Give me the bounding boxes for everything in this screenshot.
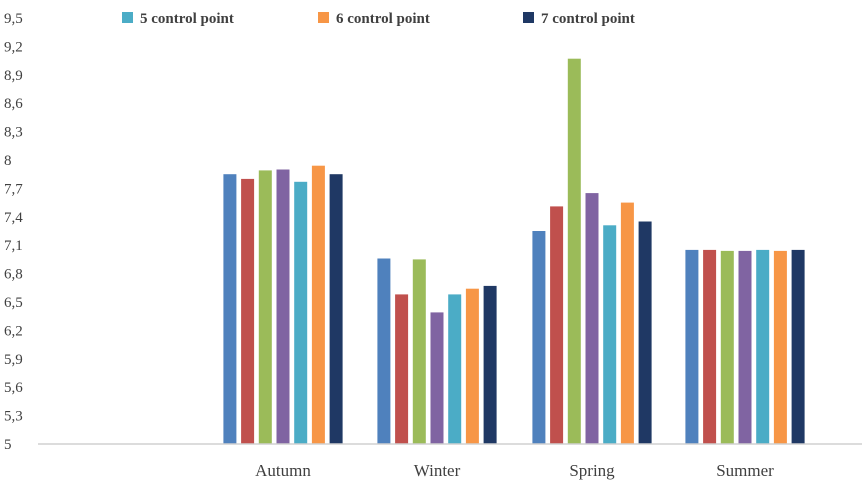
bar-spring-series-7: [638, 221, 652, 444]
bar-summer-series-6: [773, 250, 787, 444]
bar-autumn-series-7: [329, 174, 343, 444]
y-tick-label: 8,9: [4, 68, 23, 84]
bars: [223, 58, 805, 445]
x-axis-categories: Autumn Winter Spring Summer: [255, 461, 774, 480]
bar-summer-series-5: [756, 249, 770, 444]
legend-label: 6 control point: [336, 11, 430, 27]
y-tick-label: 5: [4, 437, 12, 453]
y-tick-label: 8: [4, 153, 12, 169]
y-tick-label: 8,3: [4, 125, 23, 141]
x-category-label: Autumn: [255, 461, 311, 480]
y-tick-label: 6,2: [4, 323, 23, 339]
y-tick-label: 7,4: [4, 210, 23, 226]
bar-spring-series-1: [532, 231, 546, 444]
bar-winter-series-4: [430, 312, 444, 444]
bar-autumn-series-3: [258, 170, 272, 444]
bar-winter-series-5: [448, 294, 462, 444]
y-axis-ticks: 5 5,3 5,6 5,9 6,2 6,5 6,8 7,1 7,4 7,7 8 8,3 8,6 8,9 9,…: [4, 11, 23, 453]
bar-winter-series-7: [483, 285, 497, 444]
bar-spring-series-4: [585, 193, 599, 444]
y-tick-label: 7,7: [4, 181, 23, 197]
y-tick-label: 6,5: [4, 295, 23, 311]
bar-summer-series-1: [685, 249, 699, 444]
bar-winter-series-3: [412, 259, 426, 444]
y-tick-label: 7,1: [4, 238, 23, 254]
legend-label: 7 control point: [541, 11, 635, 27]
x-category-label: Summer: [716, 461, 774, 480]
bar-autumn-series-1: [223, 174, 237, 444]
bar-autumn-series-4: [276, 169, 290, 444]
bar-spring-series-3: [567, 58, 581, 444]
bar-spring-series-6: [620, 202, 634, 444]
y-tick-label: 9,2: [4, 39, 23, 55]
legend-swatch: [122, 12, 133, 23]
bar-spring-series-2: [550, 206, 564, 444]
legend-swatch: [523, 12, 534, 23]
bar-autumn-series-2: [241, 178, 255, 444]
bar-autumn-series-5: [294, 181, 308, 445]
legend-label: 5 control point: [140, 11, 234, 27]
y-tick-label: 8,6: [4, 96, 23, 112]
bar-winter-series-6: [465, 288, 479, 444]
legend: 5 control point 6 control point 7 control …: [122, 11, 635, 27]
bar-spring-series-5: [603, 225, 617, 444]
bar-summer-series-3: [720, 250, 734, 444]
bar-summer-series-7: [791, 249, 805, 444]
y-tick-label: 5,9: [4, 352, 23, 368]
x-category-label: Spring: [569, 461, 615, 480]
y-tick-label: 5,6: [4, 380, 23, 396]
bar-autumn-series-6: [311, 165, 325, 444]
bar-winter-series-2: [395, 294, 409, 444]
bar-winter-series-1: [377, 258, 391, 444]
x-category-label: Winter: [414, 461, 461, 480]
legend-swatch: [318, 12, 329, 23]
y-tick-label: 6,8: [4, 267, 23, 283]
y-tick-label: 5,3: [4, 409, 23, 425]
y-tick-label: 9,5: [4, 11, 23, 27]
bar-summer-series-2: [703, 249, 717, 444]
bar-summer-series-4: [738, 250, 752, 444]
